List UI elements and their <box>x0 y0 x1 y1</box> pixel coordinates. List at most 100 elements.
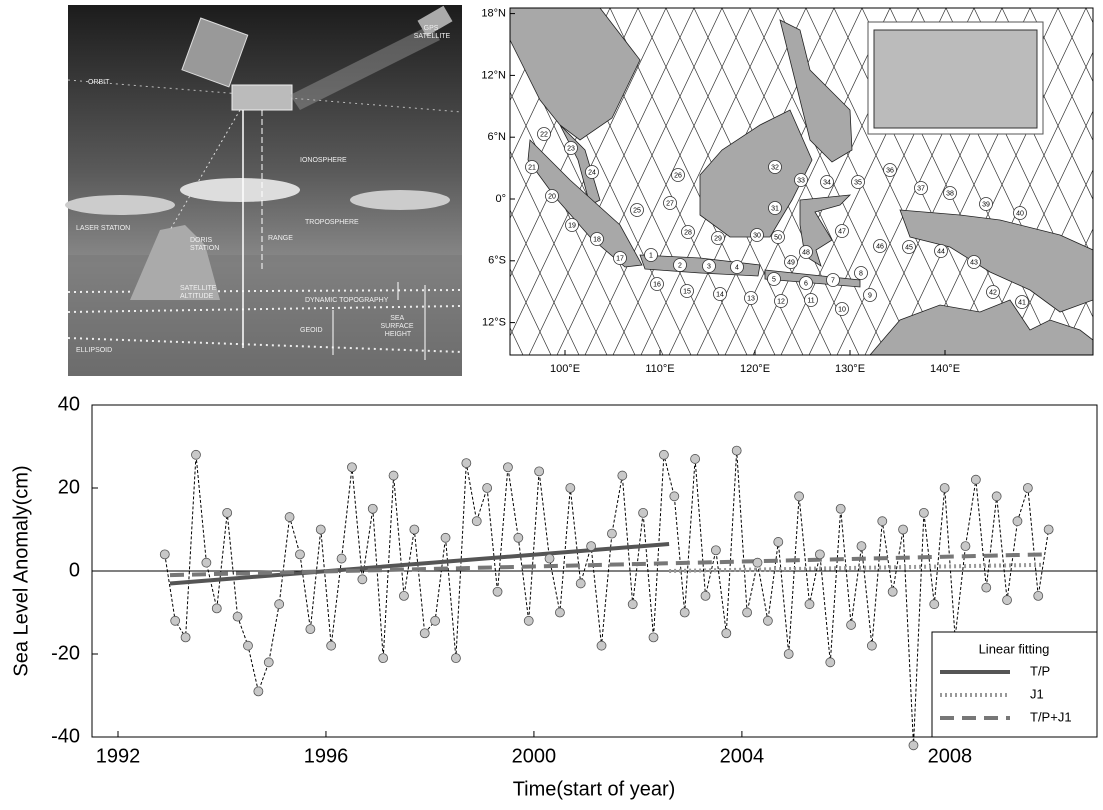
legend-label: T/P <box>1030 663 1050 678</box>
track-label-badge <box>767 272 781 286</box>
track-label-badge <box>730 260 744 274</box>
data-point <box>575 578 586 589</box>
illustration-label: TROPOSPHERE <box>305 219 359 226</box>
illustration-label: SATELLITE ALTITUDE <box>180 285 218 300</box>
y-axis-label: Sea Level Anomaly(cm) <box>10 465 32 676</box>
data-point <box>586 541 597 551</box>
data-point <box>679 607 690 618</box>
data-point <box>939 483 950 493</box>
track-label: 40 <box>1016 210 1024 217</box>
sea <box>68 255 462 376</box>
track-label-badge <box>820 175 834 189</box>
track-label: 23 <box>567 145 575 152</box>
map: 12 3 456 7891011121314151617181920212223242… <box>481 7 1094 375</box>
track-label: 29 <box>714 235 722 242</box>
track-label-badge <box>768 160 782 174</box>
track-line <box>510 150 608 355</box>
y-tick-label: -20 <box>51 642 80 664</box>
data-point <box>295 549 305 560</box>
lon-tick-label: 110°E <box>645 363 674 375</box>
data-point <box>305 624 316 634</box>
track-label: 27 <box>666 200 674 207</box>
legend-label: T/P+J1 <box>1030 709 1072 724</box>
data-point <box>1022 483 1033 493</box>
lon-tick-label: 130°E <box>835 363 865 375</box>
track-label: 20 <box>548 193 556 200</box>
data-point <box>762 615 773 626</box>
trend-line <box>169 552 1044 578</box>
chart: Sea Level Anomaly(cm) Time(start of year… <box>10 393 1098 800</box>
illustration-label: GEOID <box>300 327 323 334</box>
trend-line <box>669 562 1044 573</box>
data-point <box>804 599 815 610</box>
data-point <box>471 516 482 527</box>
track-line <box>510 267 552 355</box>
island <box>130 225 220 300</box>
x-tick-label: 1992 <box>96 745 141 767</box>
data-point <box>690 454 701 464</box>
track-label-badge <box>835 302 849 316</box>
track-label: 10 <box>838 306 846 313</box>
track-line <box>805 8 972 355</box>
track-label-badge <box>673 258 687 272</box>
data-point <box>742 607 752 618</box>
x-tick-label: 2004 <box>720 745 765 767</box>
data-point <box>565 483 576 493</box>
track-label-badge <box>537 127 551 141</box>
lat-tick-label: 12°S <box>482 317 506 329</box>
illustration-label: LASER STATION <box>76 225 130 232</box>
data-point <box>503 462 513 473</box>
data-point <box>960 541 971 551</box>
data-point <box>991 491 1002 502</box>
lat-tick-label: 6°N <box>488 131 507 143</box>
track-label-badge <box>525 160 539 174</box>
track-label-badge <box>663 196 677 210</box>
x-tick-label: 2000 <box>512 745 557 767</box>
cloud <box>180 178 300 202</box>
track-label: 5 <box>772 276 776 283</box>
track-label-badge <box>713 287 727 301</box>
track-line <box>1029 8 1093 142</box>
data-point <box>367 503 378 514</box>
track-label-badge <box>1013 206 1027 220</box>
data-point <box>482 483 493 493</box>
data-point <box>440 532 451 543</box>
illustration-label: GPS SATELLITE <box>414 25 451 40</box>
data-point <box>315 524 326 535</box>
legend-label: J1 <box>1030 686 1044 701</box>
track-line <box>612 8 779 355</box>
track-label: 28 <box>684 229 692 236</box>
x-tick-label: 2008 <box>928 745 973 767</box>
data-point <box>243 640 253 651</box>
cloud <box>65 195 175 215</box>
illustration: GPS SATELLITE ORBIT IONOSPHERE TROPOSPHERE L… <box>65 5 463 376</box>
track-label: 31 <box>771 205 779 212</box>
data-point <box>700 591 711 601</box>
track-label: 39 <box>982 201 990 208</box>
data-point <box>877 516 888 527</box>
track-label-badge <box>826 273 840 287</box>
track-label-badge <box>768 201 782 215</box>
data-point <box>617 470 628 481</box>
data-point <box>430 615 441 626</box>
data-point <box>607 528 617 539</box>
track-label: 44 <box>937 248 945 255</box>
track-label-badge <box>851 175 865 189</box>
data-point <box>170 615 181 626</box>
illustration-label: DORIS STATION <box>190 237 219 252</box>
data-point <box>211 603 222 614</box>
data-point <box>721 628 732 639</box>
track-label-badge <box>585 165 599 179</box>
gps-link <box>290 25 440 110</box>
track-label-badge <box>711 231 725 245</box>
data-line <box>164 450 1050 746</box>
data-point <box>669 491 680 502</box>
land <box>869 299 1093 355</box>
legend-box <box>931 631 1098 738</box>
data-point <box>513 532 524 543</box>
data-point <box>232 611 243 622</box>
data-point <box>866 640 877 651</box>
data-point <box>856 541 867 551</box>
data-point <box>794 491 804 502</box>
